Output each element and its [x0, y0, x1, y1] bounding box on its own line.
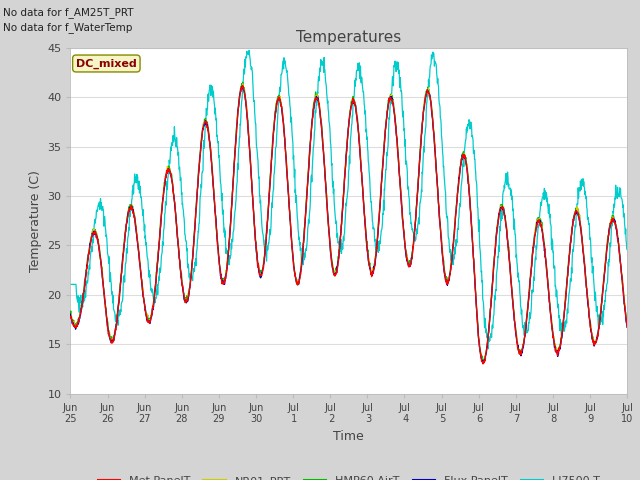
Text: No data for f_WaterTemp: No data for f_WaterTemp — [3, 22, 132, 33]
X-axis label: Time: Time — [333, 430, 364, 443]
Text: DC_mixed: DC_mixed — [76, 59, 137, 69]
Y-axis label: Temperature (C): Temperature (C) — [29, 170, 42, 272]
Legend: Met PanelT, NR01_PRT, HMP60 AirT, Flux PanelT, LI7500 T: Met PanelT, NR01_PRT, HMP60 AirT, Flux P… — [93, 472, 605, 480]
Title: Temperatures: Temperatures — [296, 30, 401, 46]
Text: No data for f_AM25T_PRT: No data for f_AM25T_PRT — [3, 7, 134, 18]
